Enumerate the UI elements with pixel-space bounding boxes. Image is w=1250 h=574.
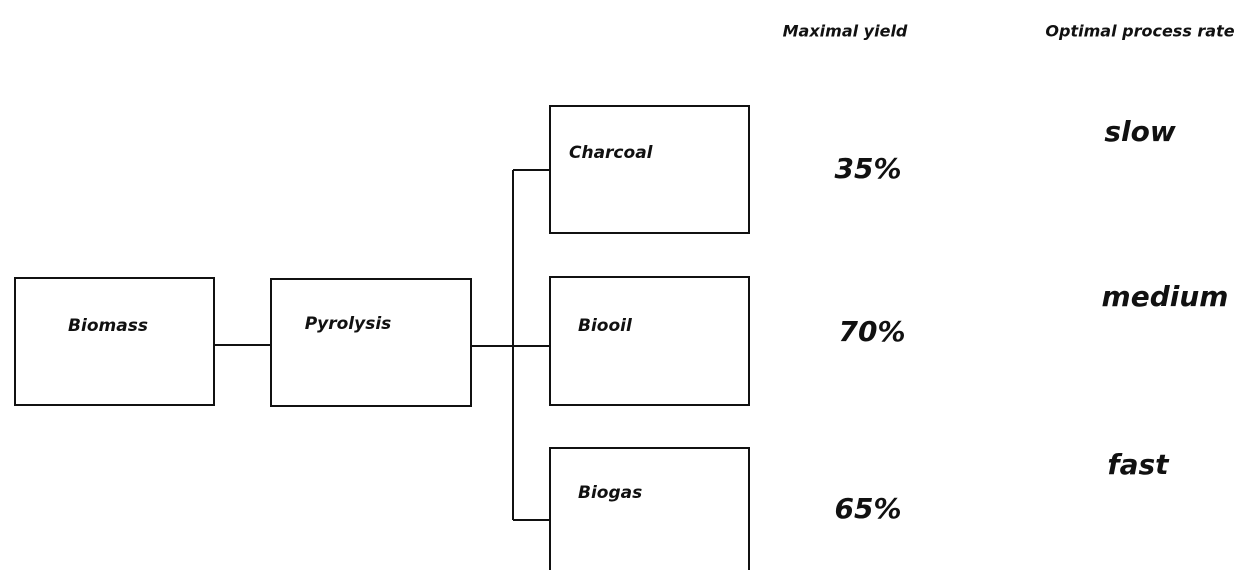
column-header: Maximal yield xyxy=(783,22,908,41)
node-box xyxy=(14,277,215,406)
column-header: Optimal process rate xyxy=(1045,22,1234,41)
yield: 35% xyxy=(834,152,901,185)
product-box xyxy=(549,276,750,406)
yield: 70% xyxy=(838,315,905,348)
product-box xyxy=(549,105,750,234)
product-label: Charcoal xyxy=(569,143,654,163)
product-box xyxy=(549,447,750,574)
node-label: Pyrolysis xyxy=(305,314,392,334)
node-label: Biomass xyxy=(68,316,148,336)
node-box xyxy=(270,278,472,407)
product-label: Biooil xyxy=(578,316,633,336)
rate: fast xyxy=(1107,448,1170,481)
yield: 65% xyxy=(834,492,901,525)
rate: medium xyxy=(1102,280,1229,313)
product-label: Biogas xyxy=(578,483,642,503)
rate: slow xyxy=(1104,115,1176,148)
